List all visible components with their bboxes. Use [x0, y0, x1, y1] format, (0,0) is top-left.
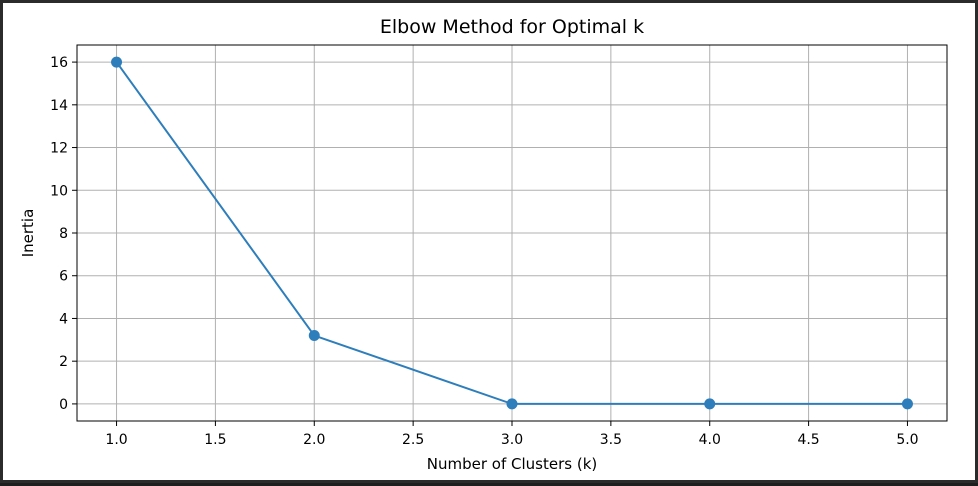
y-tick-label: 8	[59, 226, 68, 242]
x-axis-label: Number of Clusters (k)	[427, 455, 597, 473]
x-tick-label: 4.0	[699, 432, 721, 448]
data-point	[704, 398, 716, 410]
x-tick-label: 2.0	[303, 432, 325, 448]
y-tick-label: 2	[59, 354, 68, 370]
axis-ticks: 1.0 1.5 2.0 2.5 3.0 3.5 4.0 4.5 5.0 0 2 4 6 8 10 12 14 16	[50, 55, 918, 448]
data-point	[111, 56, 123, 68]
y-tick-label: 4	[59, 311, 68, 327]
chart-title: Elbow Method for Optimal k	[380, 16, 644, 38]
x-tick-label: 4.5	[797, 432, 819, 448]
y-tick-label: 10	[50, 183, 68, 199]
y-tick-label: 14	[50, 98, 68, 114]
data-point	[308, 330, 320, 342]
data-point	[506, 398, 518, 410]
data-point	[901, 398, 913, 410]
x-tick-label: 5.0	[896, 432, 918, 448]
y-axis-label: Inertia	[19, 209, 37, 258]
y-tick-label: 12	[50, 141, 68, 157]
elbow-line-chart: 1.0 1.5 2.0 2.5 3.0 3.5 4.0 4.5 5.0 0 2 4 6 8 10 12 14 16…	[19, 16, 948, 473]
x-tick-label: 1.0	[105, 432, 127, 448]
y-tick-label: 6	[59, 269, 68, 285]
x-tick-label: 3.5	[600, 432, 622, 448]
x-tick-label: 2.5	[402, 432, 424, 448]
x-tick-label: 3.0	[501, 432, 523, 448]
data-series	[111, 56, 913, 410]
y-tick-label: 16	[50, 55, 68, 71]
y-tick-label: 0	[59, 397, 68, 413]
x-tick-label: 1.5	[204, 432, 226, 448]
grid-lines	[77, 45, 947, 421]
